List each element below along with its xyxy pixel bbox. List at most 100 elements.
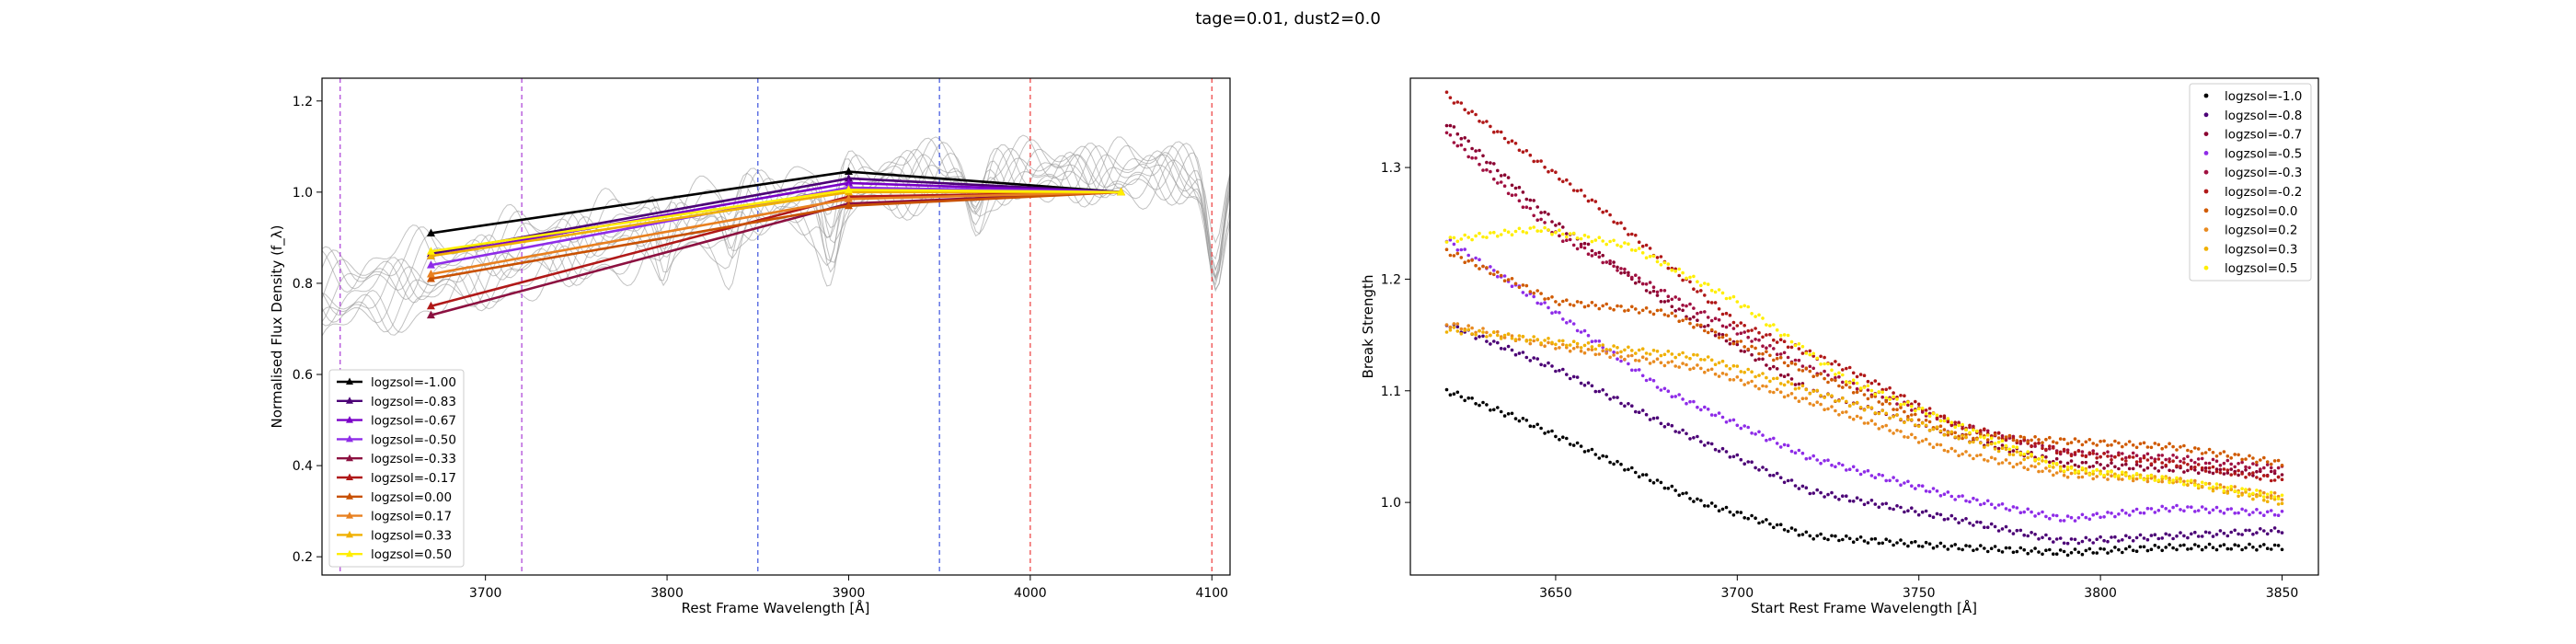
break-strength-point	[2193, 466, 2197, 469]
break-strength-point	[1953, 431, 1957, 435]
break-strength-point	[2145, 466, 2150, 470]
break-strength-point	[1793, 386, 1798, 391]
break-strength-point	[1750, 344, 1754, 349]
break-strength-point	[2110, 474, 2113, 477]
break-strength-point	[1601, 253, 1604, 258]
break-strength-point	[1800, 384, 1805, 388]
break-strength-point	[2110, 470, 2113, 474]
break-strength-point	[1517, 199, 1522, 202]
break-strength-point	[1640, 282, 1645, 286]
break-strength-point	[2211, 485, 2215, 489]
break-strength-point	[1582, 234, 1587, 237]
break-strength-point	[1582, 305, 1587, 309]
break-strength-point	[2138, 476, 2143, 479]
break-strength-point	[2127, 477, 2132, 480]
break-strength-point	[1892, 543, 1895, 547]
break-strength-point	[2030, 464, 2033, 468]
break-strength-point	[1728, 455, 1732, 459]
break-strength-point	[2186, 448, 2190, 453]
break-strength-point	[1579, 381, 1583, 385]
break-strength-point	[1448, 238, 1453, 242]
break-strength-point	[1543, 301, 1547, 305]
break-strength-point	[2149, 507, 2154, 511]
break-strength-point	[2113, 535, 2117, 539]
break-strength-point	[2160, 504, 2164, 509]
break-strength-point	[2160, 536, 2164, 540]
break-strength-point	[2196, 471, 2201, 475]
legend-marker	[2203, 112, 2209, 118]
break-strength-point	[1728, 377, 1732, 382]
break-strength-point	[1662, 363, 1667, 368]
break-strength-point	[2113, 514, 2117, 519]
break-strength-point	[1946, 449, 1950, 454]
break-strength-point	[1735, 300, 1740, 304]
break-strength-point	[1579, 189, 1583, 192]
break-strength-point	[1448, 133, 1453, 137]
break-strength-point	[1800, 369, 1805, 373]
break-strength-point	[2244, 457, 2248, 461]
break-strength-point	[1873, 379, 1878, 383]
break-strength-point	[1914, 510, 1917, 513]
break-strength-point	[1880, 502, 1884, 506]
break-strength-point	[1815, 388, 1819, 393]
break-strength-point	[1478, 231, 1481, 236]
break-strength-point	[2087, 472, 2092, 477]
break-strength-point	[1845, 399, 1848, 404]
break-strength-point	[1761, 335, 1765, 339]
break-strength-point	[2145, 474, 2150, 478]
legend-label: logzsol=-0.8	[2225, 109, 2302, 123]
break-strength-point	[1558, 339, 1561, 343]
break-strength-point	[2149, 474, 2154, 477]
break-strength-point	[2134, 460, 2139, 464]
break-strength-point	[2007, 529, 2012, 533]
break-strength-point	[2171, 444, 2175, 449]
break-strength-point	[1739, 339, 1743, 343]
break-strength-point	[1713, 301, 1718, 305]
break-strength-point	[1993, 457, 1997, 461]
break-strength-point	[1946, 547, 1950, 551]
legend-label: logzsol=0.2	[2225, 224, 2298, 238]
break-strength-point	[1851, 381, 1856, 385]
break-strength-point	[1655, 256, 1660, 259]
break-strength-point	[2041, 552, 2044, 557]
break-strength-point	[1754, 315, 1757, 318]
break-strength-point	[2269, 478, 2273, 483]
break-strength-point	[1623, 404, 1627, 408]
break-strength-point	[2175, 479, 2179, 484]
break-strength-point	[1724, 339, 1729, 343]
break-strength-point	[1455, 239, 1460, 244]
break-strength-point	[1481, 264, 1485, 269]
break-strength-point	[2222, 472, 2226, 476]
break-strength-point	[1604, 351, 1608, 355]
break-strength-point	[1996, 548, 2001, 553]
break-strength-point	[2073, 547, 2077, 551]
break-strength-point	[1946, 517, 1950, 521]
break-strength-point	[2233, 465, 2237, 469]
break-strength-point	[1916, 544, 1921, 548]
break-strength-point	[2131, 466, 2135, 471]
break-strength-point	[1786, 478, 1790, 483]
break-strength-point	[1931, 445, 1936, 450]
break-strength-point	[2069, 537, 2074, 541]
break-strength-point	[1989, 522, 1994, 526]
break-strength-point	[1659, 361, 1663, 365]
break-strength-point	[1775, 442, 1779, 445]
break-strength-point	[1808, 349, 1812, 353]
break-strength-point	[1975, 454, 1979, 458]
break-strength-point	[1666, 350, 1671, 353]
break-strength-point	[1899, 417, 1903, 421]
break-strength-point	[1946, 417, 1950, 420]
break-strength-point	[1688, 275, 1692, 280]
break-strength-point	[2052, 513, 2055, 517]
break-strength-point	[1703, 443, 1707, 447]
break-strength-point	[2190, 458, 2193, 463]
break-strength-point	[1858, 498, 1863, 502]
break-strength-point	[1855, 537, 1859, 541]
break-strength-point	[1786, 380, 1790, 384]
legend-item: logzsol=-0.50	[337, 432, 456, 447]
break-strength-point	[2113, 455, 2117, 459]
break-strength-point	[1601, 345, 1604, 350]
break-strength-point	[1659, 300, 1663, 304]
break-strength-point	[1612, 307, 1616, 312]
break-strength-point	[2255, 476, 2259, 479]
